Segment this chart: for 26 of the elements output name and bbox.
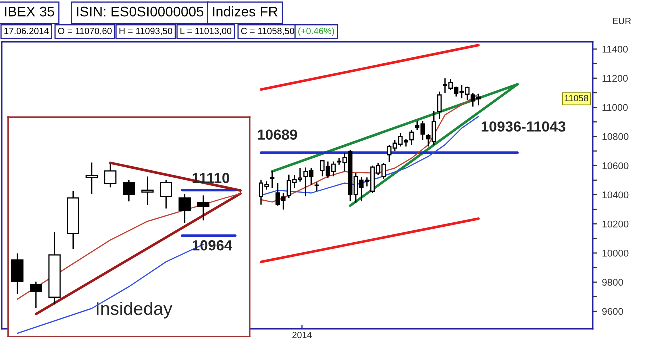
text: (+0.46%) (298, 28, 334, 36)
text: Indizes FR (213, 6, 278, 17)
y-tick-label: 10000 (602, 250, 629, 257)
y-tick-label: 11400 (602, 46, 628, 53)
y-tick-label: 10400 (602, 192, 629, 199)
y-tick-label: 10800 (602, 133, 629, 140)
text: C = 11058,50 (241, 28, 294, 36)
text: O = 11070,60 (58, 28, 112, 36)
text: L = 11013,00 (180, 28, 232, 36)
text: H = 11093,50 (120, 28, 172, 36)
text: 2014 (292, 332, 312, 338)
y-tick-label: 10200 (602, 220, 629, 228)
y-axis-title: EUR (613, 18, 632, 24)
y-tick-label: 11200 (602, 75, 628, 82)
text: ISIN: ES0SI0000005 (77, 6, 204, 17)
chart-title: IBEX 35 (5, 6, 54, 17)
y-tick-label: 10600 (602, 162, 629, 170)
ref-line-label: 11110 (192, 173, 230, 184)
y-tick-label: 9800 (602, 279, 624, 286)
annotation: Insideday (97, 302, 173, 319)
annotation: 10689 (258, 130, 298, 140)
annotation: 11058 (565, 95, 588, 102)
text: 17.06.2014 (4, 28, 49, 34)
y-tick-label: 9600 (602, 308, 624, 316)
y-tick-label: 11000 (602, 104, 628, 112)
annotation: 10936-11043 (482, 122, 566, 132)
